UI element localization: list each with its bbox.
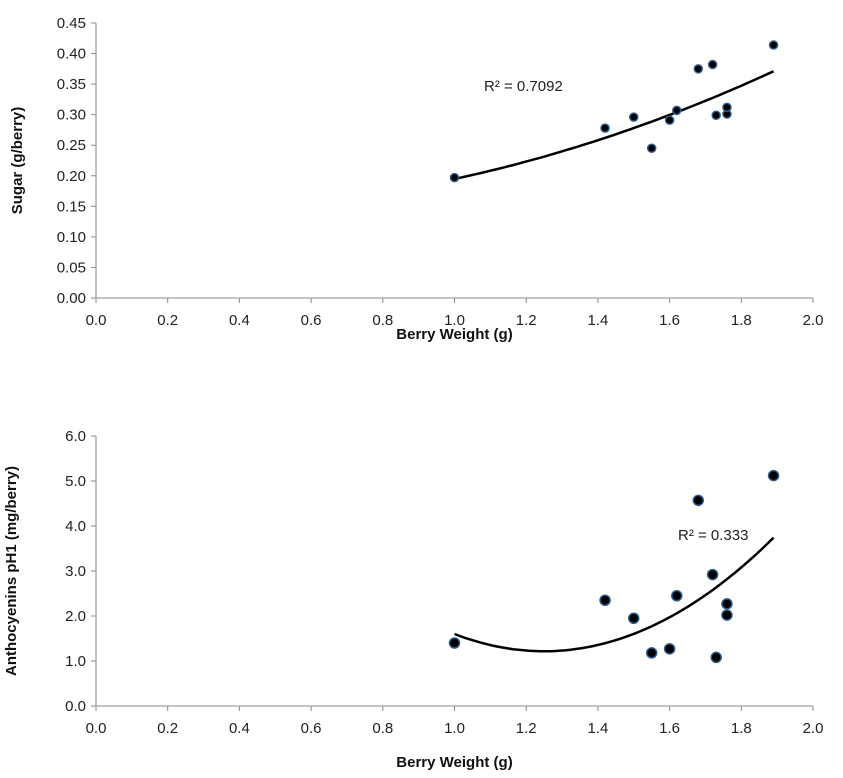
x-tick-label: 0.6 <box>301 720 322 737</box>
y-tick-label: 0.40 <box>57 46 86 63</box>
data-point <box>448 637 461 649</box>
data-point <box>767 469 780 482</box>
y-tick-label: 0.35 <box>57 76 86 93</box>
y-tick-label: 0.0 <box>65 698 86 715</box>
data-point <box>721 609 733 621</box>
x-tick-label: 0.8 <box>372 720 393 737</box>
y-tick-label: 0.25 <box>57 137 86 154</box>
y-tick-label: 4.0 <box>65 518 86 535</box>
y-axis-title: Anthocyenins pH1 (mg/berry) <box>3 466 20 676</box>
data-point <box>629 112 639 122</box>
x-tick-label: 2.0 <box>803 720 824 737</box>
data-point <box>706 568 719 581</box>
sugar-scatter-chart: 0.00 0.05 0.10 0.15 0.20 0.25 0.30 0.35 0.40 0.45… <box>9 15 824 343</box>
data-point <box>693 64 704 74</box>
data-point <box>672 105 682 116</box>
y-tick-label: 0.05 <box>57 259 86 276</box>
y-tick-label: 6.0 <box>65 428 86 445</box>
data-point <box>707 59 718 70</box>
x-tick-label: 1.8 <box>731 720 752 737</box>
data-point <box>711 110 721 121</box>
x-tick-label: 1.6 <box>659 720 680 737</box>
trendline <box>454 70 775 181</box>
data-point <box>628 612 640 624</box>
x-tick-label: 1.4 <box>587 312 608 329</box>
data-point <box>664 115 675 125</box>
x-tick-label: 1.0 <box>444 720 465 737</box>
data-point <box>722 102 732 113</box>
data-point <box>663 643 676 655</box>
r-squared-label: R² = 0.333 <box>678 527 748 544</box>
data-point <box>721 598 733 610</box>
x-axis-title: Berry Weight (g) <box>396 326 512 343</box>
y-tick-label: 2.0 <box>65 608 86 625</box>
anthocyanins-scatter-chart: 0.0 1.0 2.0 3.0 4.0 5.0 6.0 0.0 0.2 0.4 0.6 0.8 1.0 1… <box>3 428 824 771</box>
x-tick-label: 0.2 <box>157 720 178 737</box>
y-tick-label: 0.20 <box>57 168 86 185</box>
y-tick-label: 0.30 <box>57 107 86 124</box>
x-tick-label: 1.0 <box>444 312 465 329</box>
x-tick-label: 0.8 <box>372 312 393 329</box>
x-tick-label: 0.4 <box>229 720 250 737</box>
x-tick-label: 1.8 <box>731 312 752 329</box>
x-tick-label: 0.0 <box>86 720 107 737</box>
y-tick-label: 0.10 <box>57 229 86 246</box>
data-point <box>449 172 460 183</box>
trendline <box>454 536 775 653</box>
x-tick-label: 0.2 <box>157 312 178 329</box>
x-tick-label: 1.4 <box>587 720 608 737</box>
x-tick-label: 0.4 <box>229 312 250 329</box>
data-point <box>646 143 657 154</box>
x-tick-label: 1.6 <box>659 312 680 329</box>
x-axis-title: Berry Weight (g) <box>396 754 512 771</box>
data-point <box>645 647 658 659</box>
y-tick-label: 5.0 <box>65 473 86 490</box>
y-tick-label: 0.45 <box>57 15 86 32</box>
x-tick-label: 1.2 <box>516 720 537 737</box>
data-point <box>671 590 683 602</box>
data-point <box>599 594 611 606</box>
y-axis-title: Sugar (g/berry) <box>9 107 26 215</box>
y-tick-label: 0.00 <box>57 290 86 307</box>
x-tick-label: 0.0 <box>86 312 107 329</box>
y-tick-label: 0.15 <box>57 198 86 215</box>
y-tick-label: 3.0 <box>65 563 86 580</box>
data-point <box>768 40 779 50</box>
x-tick-label: 0.6 <box>301 312 322 329</box>
r-squared-label: R² = 0.7092 <box>484 78 563 95</box>
data-point <box>710 651 722 664</box>
data-point <box>600 123 610 133</box>
x-tick-label: 2.0 <box>803 312 824 329</box>
x-tick-label: 1.2 <box>516 312 537 329</box>
data-point <box>692 494 705 507</box>
y-tick-label: 1.0 <box>65 653 86 670</box>
